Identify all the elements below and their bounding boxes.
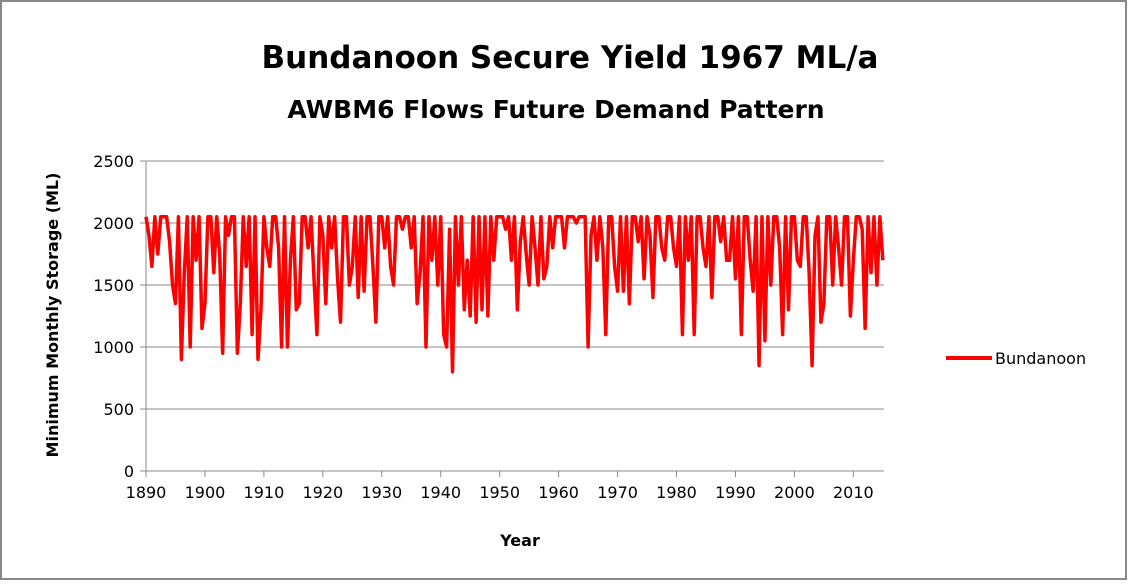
x-axis-title: Year — [499, 531, 540, 550]
x-tick-label: 1930 — [361, 483, 402, 502]
x-tick-label: 1920 — [302, 483, 343, 502]
x-tick-label: 1890 — [126, 483, 167, 502]
x-tick-label: 2000 — [774, 483, 815, 502]
y-axis-title: Minimum Monthly Storage (ML) — [43, 173, 62, 458]
y-tick-label: 2500 — [93, 152, 134, 171]
legend-label: Bundanoon — [995, 349, 1086, 368]
x-tick-label: 2010 — [833, 483, 874, 502]
chart-title: Bundanoon Secure Yield 1967 ML/a — [262, 40, 879, 76]
chart-subtitle: AWBM6 Flows Future Demand Pattern — [287, 95, 824, 124]
data-line — [144, 215, 885, 374]
y-tick-label: 500 — [103, 400, 134, 419]
y-tick-label: 0 — [124, 462, 134, 481]
x-tick-label: 1970 — [597, 483, 638, 502]
y-tick-label: 2000 — [93, 214, 134, 233]
x-tick-label: 1910 — [244, 483, 285, 502]
x-tick-label: 1980 — [656, 483, 697, 502]
y-tick-label: 1500 — [93, 276, 134, 295]
x-tick-label: 1940 — [420, 483, 461, 502]
x-tick-label: 1900 — [185, 483, 226, 502]
x-tick-label: 1990 — [715, 483, 756, 502]
y-tick-label: 1000 — [93, 338, 134, 357]
x-tick-label: 1960 — [538, 483, 579, 502]
x-tick-label: 1950 — [479, 483, 520, 502]
